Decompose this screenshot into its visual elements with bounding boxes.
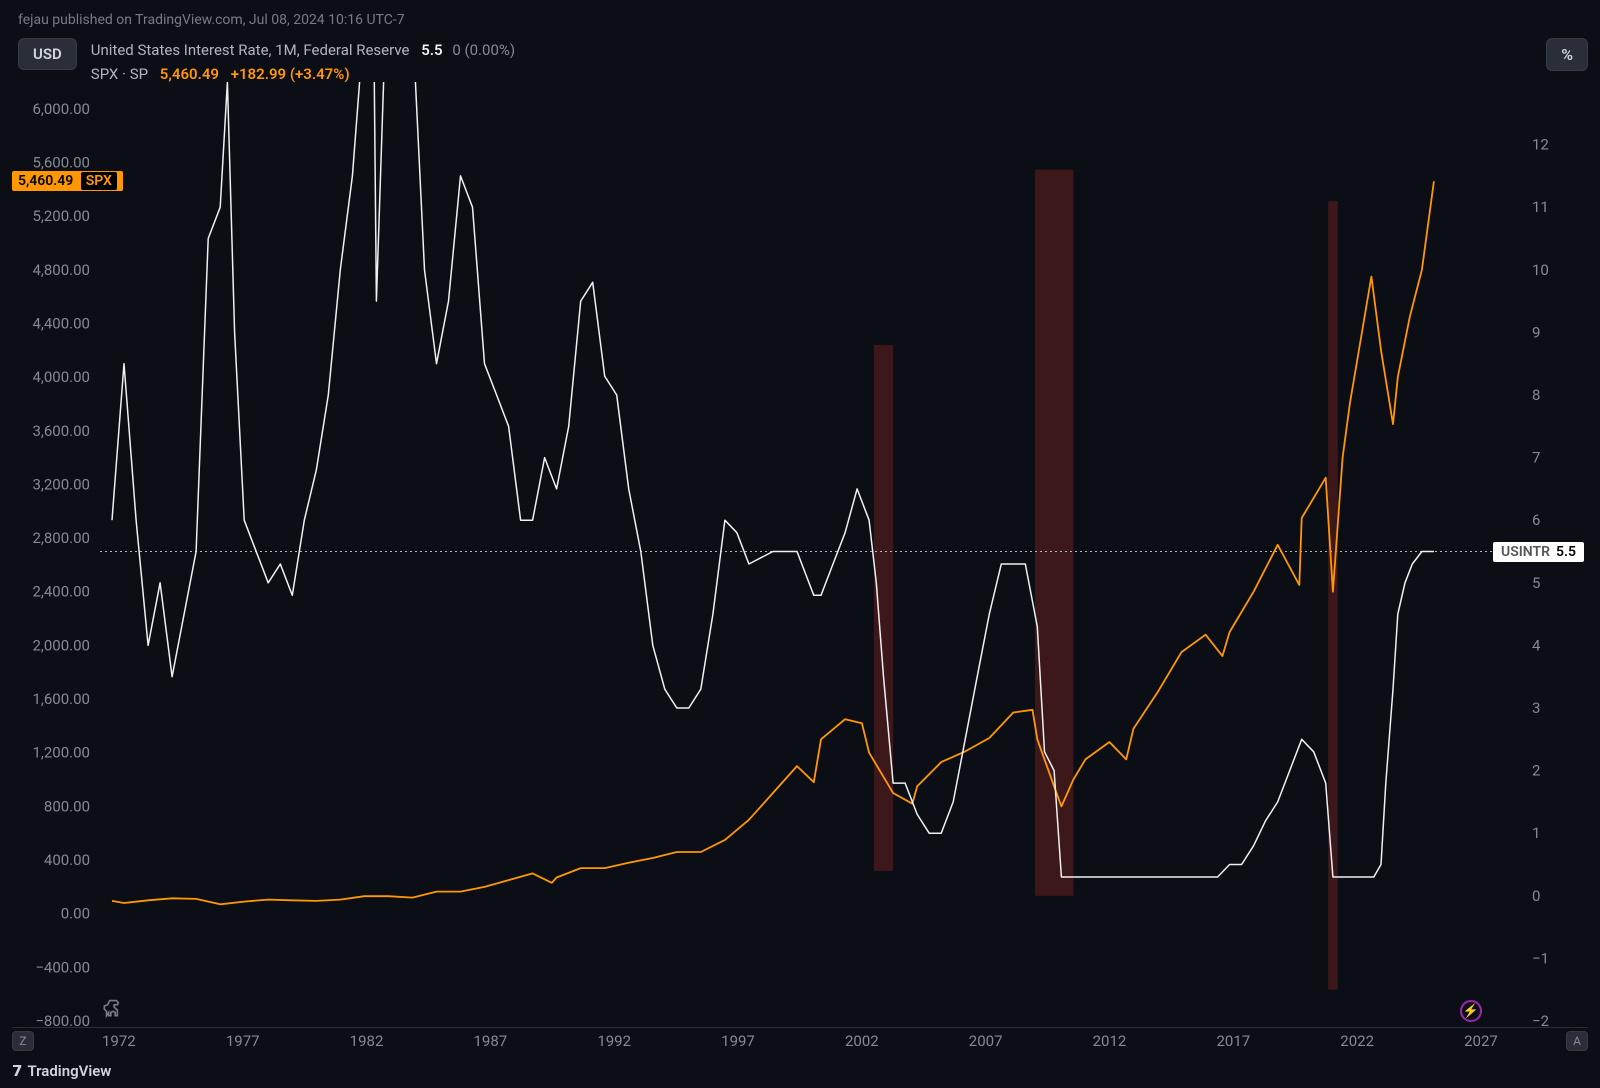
svg-text:2,800.00: 2,800.00 <box>33 529 91 547</box>
publish-info: fejau published on TradingView.com, Jul … <box>12 10 1588 38</box>
currency-pill[interactable]: USD <box>18 38 77 70</box>
legend-bar: USD United States Interest Rate, 1M, Fed… <box>12 38 1588 86</box>
svg-text:1,600.00: 1,600.00 <box>33 690 91 708</box>
svg-text:11: 11 <box>1532 198 1549 216</box>
svg-text:2: 2 <box>1532 762 1540 780</box>
legend-spx-change: +182.99 (+3.47%) <box>231 65 350 83</box>
auto-badge[interactable]: A <box>1566 1031 1588 1051</box>
svg-text:4,800.00: 4,800.00 <box>33 261 91 279</box>
svg-text:400.00: 400.00 <box>44 851 90 869</box>
svg-text:6: 6 <box>1532 511 1540 529</box>
svg-text:5,200.00: 5,200.00 <box>33 207 91 225</box>
svg-text:−1: −1 <box>1532 949 1549 967</box>
svg-text:1,200.00: 1,200.00 <box>33 744 91 762</box>
percent-pill[interactable]: % <box>1546 38 1588 71</box>
svg-text:6,000.00: 6,000.00 <box>33 100 91 118</box>
chart-area[interactable]: −800.00 −400.00 0.00 400.00 800.00 1,200.00 1,… <box>12 82 1588 1028</box>
legend-rate-value: 5.5 <box>421 41 442 59</box>
svg-text:800.00: 800.00 <box>44 797 90 815</box>
rate-price-flag: USINTR5.5 <box>1493 542 1584 562</box>
svg-text:12: 12 <box>1532 136 1549 154</box>
legend-title: United States Interest Rate, 1M, Federal… <box>91 41 410 59</box>
spx-price-flag: 5,460.49 SPX <box>12 171 123 191</box>
svg-text:0.00: 0.00 <box>61 905 90 923</box>
svg-text:2,400.00: 2,400.00 <box>33 583 91 601</box>
svg-text:5,600.00: 5,600.00 <box>33 153 91 171</box>
svg-text:8: 8 <box>1532 386 1540 404</box>
svg-text:−2: −2 <box>1532 1012 1549 1027</box>
tv-logo-icon: 𝟳 <box>12 1062 21 1080</box>
svg-text:4: 4 <box>1532 636 1541 654</box>
time-axis-bar: Z 19721977198219871992199720022007201220… <box>12 1030 1588 1052</box>
svg-text:10: 10 <box>1532 261 1549 279</box>
svg-text:3: 3 <box>1532 699 1540 717</box>
legend-rate-change: 0 (0.00%) <box>452 41 515 59</box>
flash-icon[interactable]: ⚡ <box>1460 1000 1482 1022</box>
svg-text:9: 9 <box>1532 323 1540 341</box>
svg-text:2,000.00: 2,000.00 <box>33 636 91 654</box>
legend-row-rate: United States Interest Rate, 1M, Federal… <box>91 38 515 62</box>
svg-text:1: 1 <box>1532 824 1540 842</box>
svg-text:3,600.00: 3,600.00 <box>33 422 91 440</box>
zoom-badge[interactable]: Z <box>12 1031 34 1051</box>
dino-icon <box>100 994 126 1024</box>
chart-svg[interactable]: −800.00 −400.00 0.00 400.00 800.00 1,200.00 1,… <box>12 82 1588 1027</box>
chart-container: fejau published on TradingView.com, Jul … <box>0 0 1600 1088</box>
svg-text:5: 5 <box>1532 574 1540 592</box>
legend-spx-price: 5,460.49 <box>160 65 219 83</box>
time-axis-labels: 1972197719821987199219972002200720122017… <box>102 1032 1498 1050</box>
svg-text:−400.00: −400.00 <box>35 958 90 976</box>
svg-text:4,400.00: 4,400.00 <box>33 314 91 332</box>
svg-text:−800.00: −800.00 <box>35 1012 90 1027</box>
tradingview-logo[interactable]: 𝟳 TradingView <box>12 1062 111 1080</box>
svg-text:3,200.00: 3,200.00 <box>33 475 91 493</box>
legend-spx-symbol: SPX · SP <box>91 65 148 83</box>
svg-text:4,000.00: 4,000.00 <box>33 368 91 386</box>
svg-text:7: 7 <box>1532 449 1540 467</box>
svg-text:0: 0 <box>1532 887 1540 905</box>
